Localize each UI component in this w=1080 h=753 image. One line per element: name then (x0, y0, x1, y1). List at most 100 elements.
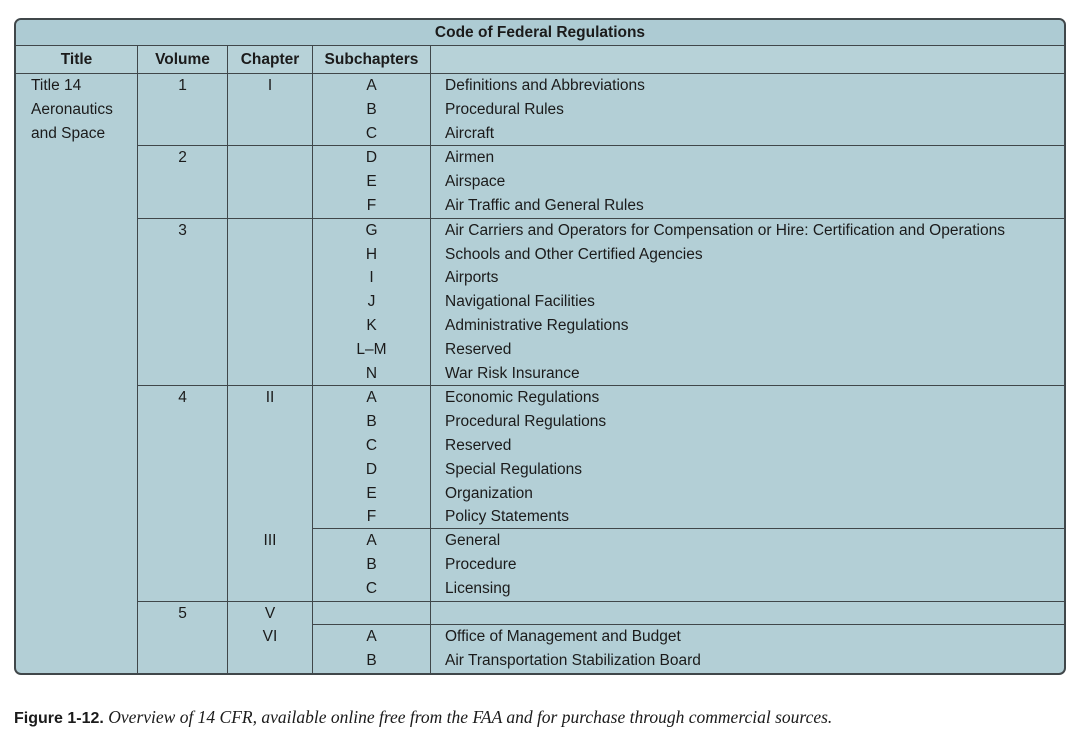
volume-blocks: 1 I A Definitions and Abbreviations B Pr… (138, 74, 1064, 673)
volume-block: 1 I A Definitions and Abbreviations B Pr… (138, 74, 1064, 146)
chapter-cell (228, 146, 313, 218)
table-row: E Airspace (313, 170, 1064, 194)
subchapter-cell: B (313, 649, 431, 673)
chapter-groups: V VI A Office of Management and Budget B… (228, 601, 1064, 673)
table-body: Title 14 Aeronautics and Space 1 I A Def… (16, 74, 1064, 673)
description-cell: Aircraft (445, 124, 495, 142)
table-row: D Airmen (313, 146, 1064, 171)
subchapter-cell: J (313, 290, 431, 314)
subchapter-rows: A Office of Management and Budget B Air … (313, 624, 1064, 673)
table-row (313, 601, 1064, 626)
subchapter-cell: F (313, 505, 431, 530)
subchapter-cell: A (313, 529, 431, 553)
description-cell: Reserved (445, 340, 512, 358)
table-row: B Procedure (313, 552, 1064, 577)
figure-caption: Figure 1-12. Overview of 14 CFR, availab… (14, 707, 1066, 728)
subchapter-cell: E (313, 170, 431, 194)
subchapter-cell: D (313, 146, 431, 171)
subchapter-cell: A (313, 74, 431, 98)
cfr-table: Code of Federal Regulations Title Volume… (14, 18, 1066, 675)
volume-block: 3 G Air Carriers and Operators for Compe… (138, 217, 1064, 386)
chapter-group: D Airmen E Airspace F Air Traffic and Ge… (228, 146, 1064, 218)
volume-cell: 4 (138, 386, 228, 601)
subchapter-rows: G Air Carriers and Operators for Compens… (313, 218, 1064, 386)
table-row: C Reserved (313, 433, 1064, 458)
subchapter-cell: A (313, 625, 431, 650)
chapter-group: G Air Carriers and Operators for Compens… (228, 218, 1064, 386)
col-header-volume: Volume (138, 46, 228, 73)
table-row: E Organization (313, 481, 1064, 506)
description-cell: Airports (445, 269, 499, 287)
table-row: I Airports (313, 266, 1064, 291)
volume-block: 4 II A Economic Regulations B Procedural… (138, 385, 1064, 601)
subchapter-cell (313, 601, 431, 626)
chapter-group: I A Definitions and Abbreviations B Proc… (228, 74, 1064, 146)
description-cell: Policy Statements (445, 508, 570, 526)
volume-block: 5 V VI A Office of Management and Budget… (138, 600, 1064, 673)
chapter-group: VI A Office of Management and Budget B A… (228, 624, 1064, 673)
description-cell: Air Carriers and Operators for Compensat… (445, 221, 1005, 239)
description-cell: Organization (445, 484, 533, 502)
chapter-group: III A General B Procedure C Licensing (228, 528, 1064, 601)
col-header-subchapters: Subchapters (313, 46, 431, 73)
table-row: D Special Regulations (313, 457, 1064, 482)
subchapter-cell: B (313, 552, 431, 577)
table-row: H Schools and Other Certified Agencies (313, 242, 1064, 267)
subchapter-rows: D Airmen E Airspace F Air Traffic and Ge… (313, 146, 1064, 218)
subchapter-cell: F (313, 193, 431, 218)
col-header-title: Title (16, 46, 138, 73)
volume-cell: 2 (138, 146, 228, 218)
table-row: N War Risk Insurance (313, 361, 1064, 386)
table-row: B Procedural Rules (313, 97, 1064, 122)
chapter-groups: G Air Carriers and Operators for Compens… (228, 218, 1064, 386)
subchapter-cell: D (313, 457, 431, 482)
description-cell: Procedural Rules (445, 100, 564, 118)
chapter-cell: VI (228, 625, 313, 673)
description-cell: Air Transportation Stabilization Board (445, 652, 701, 670)
description-cell: Office of Management and Budget (445, 628, 681, 646)
description-cell: Navigational Facilities (445, 293, 595, 311)
table-row: A Office of Management and Budget (313, 625, 1064, 650)
table-row: J Navigational Facilities (313, 290, 1064, 314)
subchapter-rows: A Economic Regulations B Procedural Regu… (313, 386, 1064, 530)
subchapter-rows (313, 601, 1064, 626)
chapter-cell: II (228, 386, 313, 530)
table-row: K Administrative Regulations (313, 313, 1064, 338)
subchapter-cell: H (313, 242, 431, 267)
chapter-cell: I (228, 74, 313, 146)
figure-caption-text: Overview of 14 CFR, available online fre… (108, 707, 833, 727)
title-cell-line: Title 14 (31, 77, 82, 94)
description-cell: Economic Regulations (445, 389, 600, 407)
table-row: C Aircraft (313, 121, 1064, 146)
table-row: A Economic Regulations (313, 386, 1064, 411)
subchapter-cell: L–M (313, 337, 431, 362)
description-cell: Procedural Regulations (445, 413, 607, 431)
description-cell: General (445, 532, 501, 550)
col-header-description (431, 46, 1064, 73)
chapter-cell: V (228, 601, 313, 626)
description-cell: Air Traffic and General Rules (445, 196, 644, 214)
col-header-chapter: Chapter (228, 46, 313, 73)
title-cell-line: Aeronautics (31, 100, 113, 118)
description-cell: Schools and Other Certified Agencies (445, 245, 703, 263)
subchapter-cell: C (313, 576, 431, 601)
subchapter-cell: G (313, 218, 431, 243)
description-cell: War Risk Insurance (445, 364, 580, 382)
table-row: L–M Reserved (313, 337, 1064, 362)
description-cell: Airmen (445, 149, 495, 167)
subchapter-cell: C (313, 121, 431, 146)
chapter-groups: II A Economic Regulations B Procedural R… (228, 386, 1064, 601)
description-cell: Definitions and Abbreviations (445, 77, 645, 94)
volume-cell: 1 (138, 74, 228, 146)
subchapter-cell: C (313, 433, 431, 458)
table-row: B Air Transportation Stabilization Board (313, 649, 1064, 673)
subchapter-cell: K (313, 313, 431, 338)
description-cell: Procedure (445, 555, 517, 573)
description-cell: Reserved (445, 436, 512, 454)
chapter-groups: D Airmen E Airspace F Air Traffic and Ge… (228, 146, 1064, 218)
table-row: G Air Carriers and Operators for Compens… (313, 218, 1064, 243)
subchapter-cell: N (313, 361, 431, 386)
subchapter-rows: A Definitions and Abbreviations B Proced… (313, 74, 1064, 146)
description-cell: Licensing (445, 579, 511, 597)
description-cell: Airspace (445, 173, 506, 191)
